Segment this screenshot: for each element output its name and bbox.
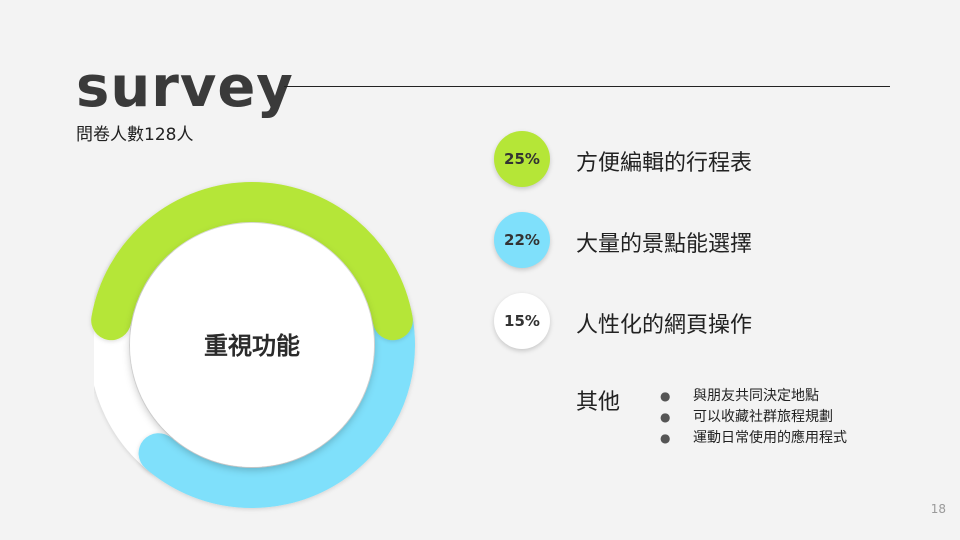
other-item-1: ● 與朋友共同決定地點: [660, 386, 847, 407]
chart-center-disc: [130, 223, 374, 467]
legend-item-1: 25% 方便編輯的行程表: [494, 131, 914, 189]
legend-label-1: 方便編輯的行程表: [576, 151, 753, 176]
legend-label-2: 大量的景點能選擇: [576, 232, 753, 257]
chart-center-label: 重視功能: [204, 332, 300, 360]
bullet-icon: ●: [660, 410, 671, 424]
legend-item-3: 15% 人性化的網頁操作: [494, 293, 914, 351]
legend-item-2: 22% 大量的景點能選擇: [494, 212, 914, 270]
title-divider: [284, 86, 890, 87]
bullet-icon: ●: [660, 431, 671, 445]
page-number: 18: [930, 502, 946, 516]
other-item-2: ● 可以收藏社群旅程規劃: [660, 407, 847, 428]
legend-badge-1: 25%: [494, 131, 550, 187]
bullet-icon: ●: [660, 389, 671, 403]
other-item-3: ● 運動日常使用的應用程式: [660, 428, 847, 449]
arc-segment-2: [138, 300, 415, 508]
legend-badge-2: 22%: [494, 212, 550, 268]
arc-segment-1: [91, 182, 413, 341]
other-list: ● 與朋友共同決定地點 ● 可以收藏社群旅程規劃 ● 運動日常使用的應用程式: [660, 386, 847, 449]
survey-respondent-count: 問卷人數128人: [76, 125, 194, 145]
legend-label-3: 人性化的網頁操作: [576, 313, 753, 338]
slide-title: survey: [76, 55, 294, 120]
legend-badge-3: 15%: [494, 293, 550, 349]
other-heading: 其他: [576, 390, 621, 415]
